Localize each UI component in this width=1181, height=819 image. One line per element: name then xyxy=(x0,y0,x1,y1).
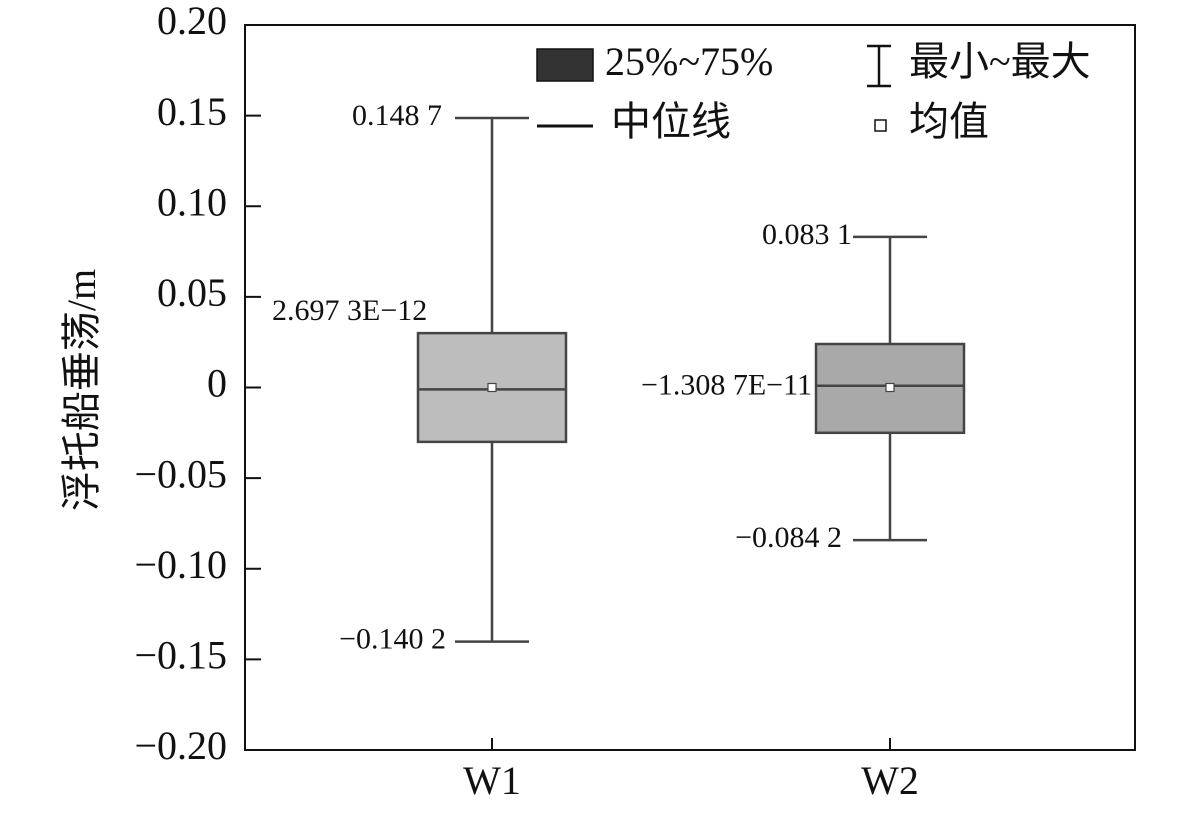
y-tick-label: −0.15 xyxy=(134,633,227,678)
legend-mean-label: 均值 xyxy=(909,99,989,144)
y-tick-label: 0 xyxy=(207,361,227,406)
legend-box-swatch xyxy=(536,48,594,82)
box-w1 xyxy=(416,116,568,643)
legend-mean-swatch xyxy=(874,119,887,132)
mean-label: −1.308 7E−11 xyxy=(641,368,812,401)
y-tick-label: −0.10 xyxy=(134,542,227,587)
mean-marker xyxy=(885,382,895,393)
y-tick-label: 0.05 xyxy=(157,270,227,315)
annotations: 0.148 7 2.697 3E−12 −0.140 2 0.083 1 −1.308 … xyxy=(272,99,852,656)
mean-marker xyxy=(487,382,497,393)
x-tick-label: W2 xyxy=(861,758,919,803)
boxes xyxy=(416,116,966,643)
legend-median-label: 中位线 xyxy=(611,99,731,144)
x-tick-label: W1 xyxy=(463,758,521,803)
box-w2 xyxy=(814,235,966,542)
legend-whisker-label: 最小~最大 xyxy=(909,39,1091,84)
y-axis-label: 浮托船垂荡/m xyxy=(59,269,104,511)
y-tick-label: 0.20 xyxy=(157,0,227,43)
y-tick-label: 0.15 xyxy=(157,89,227,134)
max-label: 0.148 7 xyxy=(352,99,442,132)
min-label: −0.084 2 xyxy=(735,521,842,554)
axes: 0.20 0.15 0.10 0.05 0 −0.05 −0.10 −0.15 −0.20 W1 W… xyxy=(134,0,1136,803)
max-label: 0.083 1 xyxy=(762,218,852,251)
y-tick-label: 0.10 xyxy=(157,179,227,224)
y-tick-label: −0.20 xyxy=(134,723,227,768)
legend-box-label: 25%~75% xyxy=(605,39,773,84)
y-tick-label: −0.05 xyxy=(134,451,227,496)
mean-label: 2.697 3E−12 xyxy=(272,294,427,327)
min-label: −0.140 2 xyxy=(339,623,446,656)
